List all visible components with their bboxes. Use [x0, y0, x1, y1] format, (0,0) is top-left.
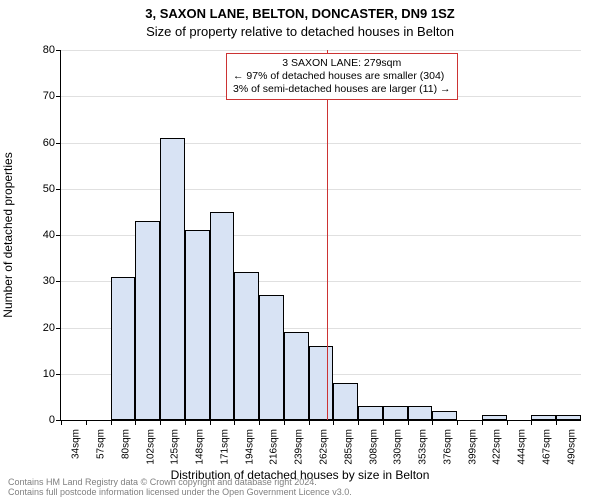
- annotation-line: 3 SAXON LANE: 279sqm: [233, 57, 451, 70]
- y-tick-label: 40: [15, 229, 55, 241]
- y-tick-label: 30: [15, 275, 55, 287]
- y-tick-mark: [56, 96, 61, 97]
- x-tick-mark: [210, 420, 211, 425]
- gridline: [61, 189, 581, 190]
- histogram-bar: [284, 332, 309, 420]
- y-tick-mark: [56, 374, 61, 375]
- y-tick-label: 10: [15, 368, 55, 380]
- y-tick-mark: [56, 50, 61, 51]
- x-tick-mark: [86, 420, 87, 425]
- x-tick-mark: [111, 420, 112, 425]
- gridline: [61, 50, 581, 51]
- x-tick-label: 376sqm: [442, 429, 453, 465]
- x-tick-mark: [383, 420, 384, 425]
- histogram-bar: [432, 411, 457, 420]
- x-tick-mark: [556, 420, 557, 425]
- x-tick-label: 262sqm: [319, 429, 330, 465]
- x-tick-label: 308sqm: [368, 429, 379, 465]
- y-tick-label: 50: [15, 183, 55, 195]
- y-tick-label: 20: [15, 322, 55, 334]
- x-tick-mark: [284, 420, 285, 425]
- x-tick-label: 102sqm: [145, 429, 156, 465]
- y-tick-label: 60: [15, 137, 55, 149]
- plot-area: 3 SAXON LANE: 279sqm← 97% of detached ho…: [60, 50, 581, 421]
- y-axis-label: Number of detached properties: [1, 152, 15, 317]
- x-tick-mark: [507, 420, 508, 425]
- x-tick-mark: [135, 420, 136, 425]
- histogram-bar: [210, 212, 235, 420]
- x-tick-label: 194sqm: [244, 429, 255, 465]
- marker-line: [327, 50, 328, 420]
- histogram-bar: [358, 406, 383, 420]
- x-tick-mark: [432, 420, 433, 425]
- chart-container: 3, SAXON LANE, BELTON, DONCASTER, DN9 1S…: [0, 0, 600, 500]
- y-tick-label: 70: [15, 90, 55, 102]
- x-tick-mark: [259, 420, 260, 425]
- x-tick-label: 467sqm: [541, 429, 552, 465]
- y-tick-label: 0: [15, 414, 55, 426]
- x-tick-label: 285sqm: [343, 429, 354, 465]
- x-tick-mark: [531, 420, 532, 425]
- x-tick-mark: [309, 420, 310, 425]
- histogram-bar: [383, 406, 408, 420]
- histogram-bar: [259, 295, 284, 420]
- x-tick-label: 57sqm: [96, 429, 107, 459]
- histogram-bar: [135, 221, 160, 420]
- annotation-box: 3 SAXON LANE: 279sqm← 97% of detached ho…: [226, 53, 458, 100]
- gridline: [61, 143, 581, 144]
- x-tick-mark: [234, 420, 235, 425]
- annotation-line: ← 97% of detached houses are smaller (30…: [233, 70, 451, 83]
- x-tick-mark: [408, 420, 409, 425]
- y-tick-mark: [56, 328, 61, 329]
- histogram-bar: [408, 406, 433, 420]
- x-tick-mark: [333, 420, 334, 425]
- histogram-bar: [556, 415, 581, 420]
- x-tick-label: 125sqm: [170, 429, 181, 465]
- annotation-line: 3% of semi-detached houses are larger (1…: [233, 83, 451, 96]
- x-tick-label: 422sqm: [492, 429, 503, 465]
- histogram-bar: [234, 272, 259, 420]
- x-tick-mark: [160, 420, 161, 425]
- chart-title-line2: Size of property relative to detached ho…: [0, 24, 600, 39]
- histogram-bar: [531, 415, 556, 420]
- x-tick-mark: [61, 420, 62, 425]
- x-tick-label: 216sqm: [269, 429, 280, 465]
- histogram-bar: [482, 415, 507, 420]
- y-tick-mark: [56, 143, 61, 144]
- y-tick-mark: [56, 235, 61, 236]
- chart-title-line1: 3, SAXON LANE, BELTON, DONCASTER, DN9 1S…: [0, 6, 600, 21]
- x-tick-mark: [185, 420, 186, 425]
- y-tick-mark: [56, 189, 61, 190]
- x-tick-mark: [358, 420, 359, 425]
- histogram-bar: [309, 346, 334, 420]
- x-tick-mark: [457, 420, 458, 425]
- x-tick-mark: [482, 420, 483, 425]
- histogram-bar: [160, 138, 185, 420]
- x-tick-label: 444sqm: [517, 429, 528, 465]
- histogram-bar: [333, 383, 358, 420]
- x-tick-label: 353sqm: [418, 429, 429, 465]
- x-tick-label: 490sqm: [566, 429, 577, 465]
- footer-line2: Contains full postcode information licen…: [8, 487, 352, 497]
- x-tick-label: 330sqm: [393, 429, 404, 465]
- x-tick-label: 239sqm: [294, 429, 305, 465]
- x-tick-label: 34sqm: [71, 429, 82, 459]
- x-tick-label: 399sqm: [467, 429, 478, 465]
- x-tick-label: 171sqm: [219, 429, 230, 465]
- x-tick-label: 148sqm: [195, 429, 206, 465]
- y-tick-mark: [56, 281, 61, 282]
- footer-attribution: Contains HM Land Registry data © Crown c…: [8, 478, 352, 498]
- histogram-bar: [111, 277, 136, 420]
- footer-line1: Contains HM Land Registry data © Crown c…: [8, 477, 317, 487]
- y-tick-label: 80: [15, 44, 55, 56]
- histogram-bar: [185, 230, 210, 420]
- x-tick-label: 80sqm: [120, 429, 131, 459]
